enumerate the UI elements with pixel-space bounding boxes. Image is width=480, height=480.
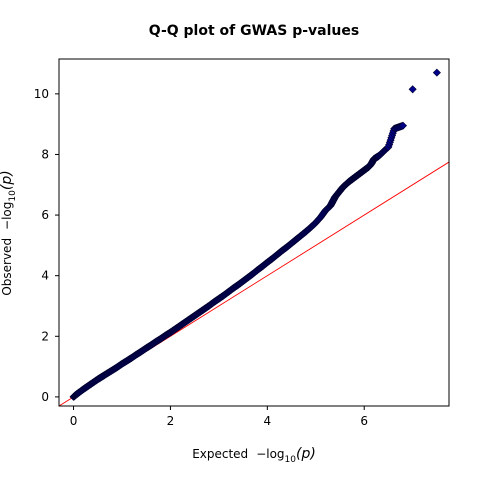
y-tick-label: 8 [41, 147, 49, 161]
y-tick-label: 6 [41, 208, 49, 222]
data-point [432, 68, 441, 77]
y-axis-label: Observed −log10(p) [0, 170, 18, 295]
x-tick-label: 2 [167, 414, 175, 428]
y-axis-label-formula: −log [0, 202, 14, 230]
x-axis-label-prefix: Expected [192, 447, 248, 461]
y-tick-label: 10 [34, 87, 49, 101]
x-axis-label-arg: (p) [296, 446, 316, 462]
scatter-points [69, 68, 441, 401]
y-axis-label-subscript: 10 [8, 190, 18, 202]
y-axis-label-arg: (p) [0, 170, 15, 190]
data-point [408, 85, 417, 94]
x-axis-label: Expected −log10(p) [192, 446, 316, 465]
x-tick-label: 0 [70, 414, 78, 428]
plot-area [58, 58, 450, 407]
x-axis: 0 2 4 6 [70, 406, 368, 428]
x-axis-label-subscript: 10 [285, 455, 297, 465]
y-axis: 0 2 4 6 8 10 [34, 87, 59, 404]
x-tick-label: 6 [360, 414, 368, 428]
plot-frame [58, 58, 450, 407]
chart-title: Q-Q plot of GWAS p-values [149, 23, 359, 39]
data-point [398, 121, 407, 130]
y-axis-label-prefix: Observed [0, 238, 14, 296]
y-tick-label: 0 [41, 390, 49, 404]
y-tick-label: 4 [41, 269, 49, 283]
y-tick-label: 2 [41, 329, 49, 343]
x-axis-label-formula: −log [256, 447, 284, 461]
x-tick-label: 4 [264, 414, 272, 428]
